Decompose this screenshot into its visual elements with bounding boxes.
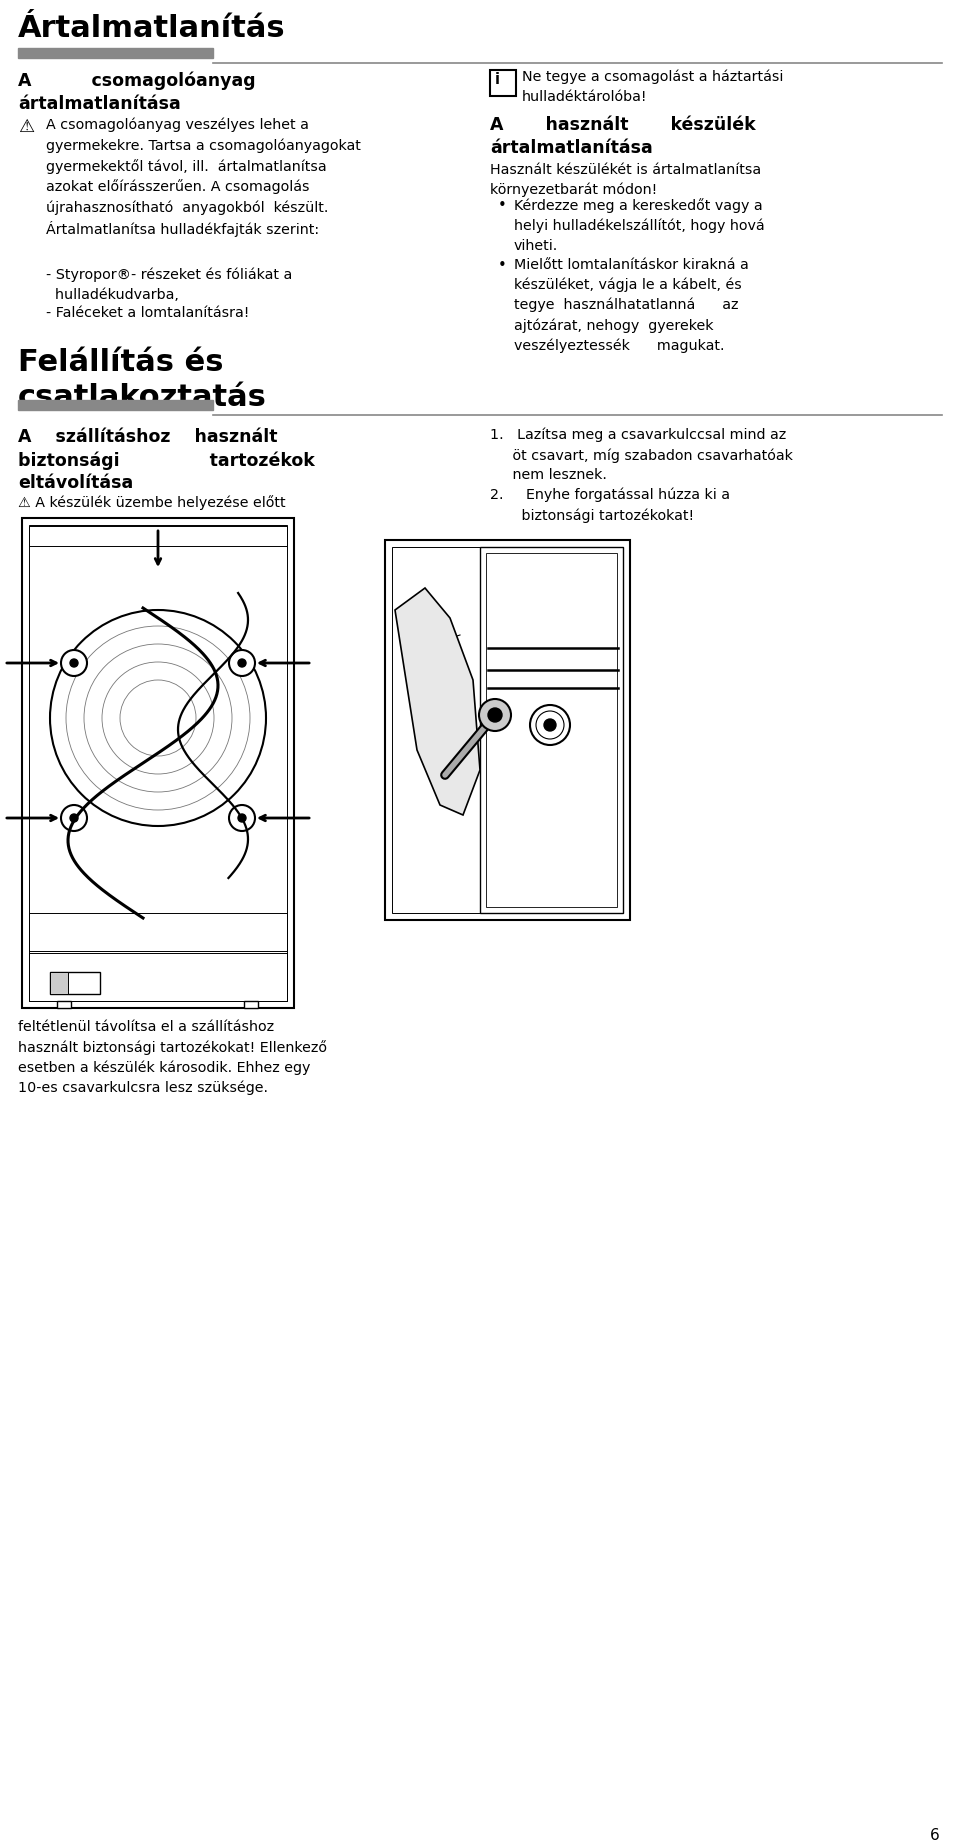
Text: Kérdezze meg a kereskedőt vagy a
helyi hulladékelszállítót, hogy hová
viheti.: Kérdezze meg a kereskedőt vagy a helyi h… — [514, 197, 764, 252]
Text: - Faléceket a lomtalanításra!: - Faléceket a lomtalanításra! — [46, 306, 250, 321]
Bar — [29, 914, 287, 950]
Text: i: i — [495, 72, 500, 87]
Text: Felállítás és
csatlakoztatás: Felállítás és csatlakoztatás — [18, 348, 267, 413]
Text: •: • — [498, 258, 507, 273]
Text: A csomagolóanyag veszélyes lehet a
gyermekekre. Tartsa a csomagolóanyagokat
gyer: A csomagolóanyag veszélyes lehet a gyerm… — [46, 118, 361, 238]
Text: feltétlenül távolítsa el a szállításhoz
használt biztonsági tartozékokat! Ellenk: feltétlenül távolítsa el a szállításhoz … — [18, 1020, 327, 1096]
Bar — [385, 540, 630, 919]
Bar — [50, 973, 68, 995]
Text: •: • — [498, 197, 507, 214]
Bar — [392, 547, 623, 914]
Circle shape — [70, 659, 78, 667]
Polygon shape — [395, 588, 480, 814]
Bar — [18, 400, 213, 411]
Bar — [50, 973, 100, 995]
Bar — [486, 553, 617, 906]
Bar — [57, 1000, 71, 1008]
Bar — [29, 952, 287, 1000]
Circle shape — [238, 814, 246, 822]
Text: Használt készülékét is ártalmatlanítsa
környezetbarát módon!: Használt készülékét is ártalmatlanítsa k… — [490, 162, 761, 197]
Circle shape — [70, 814, 78, 822]
Circle shape — [479, 698, 511, 731]
Circle shape — [530, 705, 570, 744]
Bar — [29, 527, 287, 545]
Text: Ne tegye a csomagolást a háztartási
hulladéktárolóba!: Ne tegye a csomagolást a háztartási hull… — [522, 70, 783, 103]
Text: Mielőtt lomtalanításkor kirakná a
készüléket, vágja le a kábelt, és
tegye  haszn: Mielőtt lomtalanításkor kirakná a készül… — [514, 258, 749, 354]
Text: 1.   Lazítsa meg a csavarkulccsal mind az
     öt csavart, míg szabadon csavarha: 1. Lazítsa meg a csavarkulccsal mind az … — [490, 427, 793, 483]
Bar — [18, 48, 213, 57]
Text: ⚠: ⚠ — [18, 118, 35, 136]
Bar — [244, 1000, 258, 1008]
Bar — [480, 547, 623, 914]
Circle shape — [61, 650, 87, 676]
Text: A          csomagolóanyag
ártalmatlanítása: A csomagolóanyag ártalmatlanítása — [18, 72, 255, 114]
Bar — [490, 70, 516, 96]
Text: A       használt       készülék
ártalmatlanítása: A használt készülék ártalmatlanítása — [490, 116, 756, 157]
Circle shape — [488, 707, 502, 722]
Bar — [22, 518, 294, 1008]
Circle shape — [544, 718, 556, 731]
Text: - Styropor®- részeket és fóliákat a
  hulladékudvarba,: - Styropor®- részeket és fóliákat a hull… — [46, 267, 292, 302]
Text: 6: 6 — [930, 1827, 940, 1842]
Circle shape — [61, 805, 87, 831]
Text: A    szállításhoz    használt
biztonsági               tartozékok
eltávolítása: A szállításhoz használt biztonsági tarto… — [18, 427, 315, 492]
Text: Ártalmatlanítás: Ártalmatlanítás — [18, 15, 286, 42]
Circle shape — [229, 805, 255, 831]
Text: ⚠ A készülék üzembe helyezése előtt: ⚠ A készülék üzembe helyezése előtt — [18, 495, 286, 510]
Circle shape — [229, 650, 255, 676]
Text: 2.     Enyhe forgatással húzza ki a
       biztonsági tartozékokat!: 2. Enyhe forgatással húzza ki a biztonsá… — [490, 488, 730, 523]
Circle shape — [238, 659, 246, 667]
Bar — [29, 525, 287, 1000]
